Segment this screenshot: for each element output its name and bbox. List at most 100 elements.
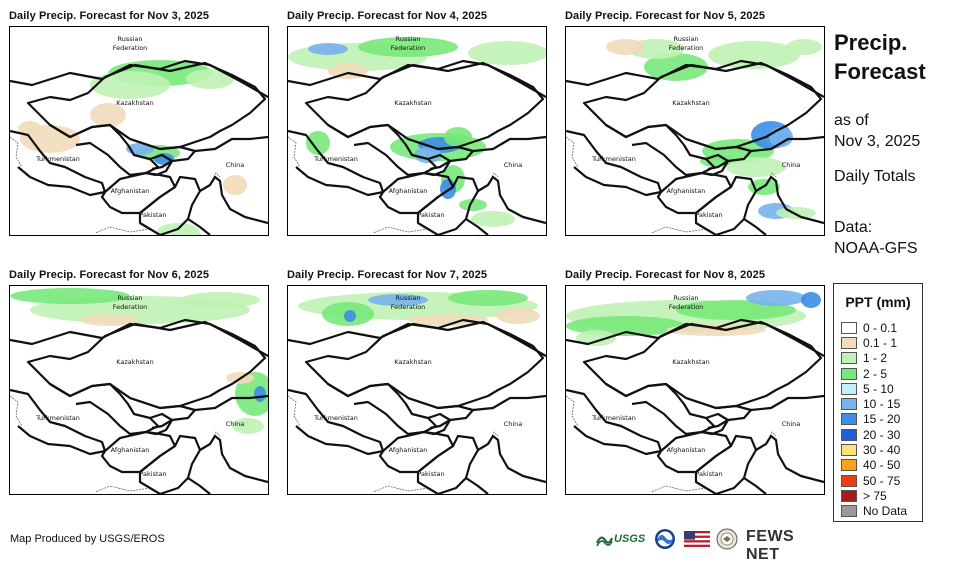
legend-swatch xyxy=(841,321,857,334)
country-border xyxy=(694,175,758,235)
precip-area xyxy=(223,175,247,195)
map-panel: Daily Precip. Forecast for Nov 8, 2025 Ru… xyxy=(565,269,825,495)
country-border xyxy=(187,218,211,235)
legend-label: No Data xyxy=(863,504,908,519)
precip-area xyxy=(368,294,428,306)
country-border xyxy=(10,318,268,357)
country-label-kazakhstan: Kazakhstan xyxy=(116,358,153,366)
legend-row: 0 - 0.1 xyxy=(841,320,907,335)
country-label-india: India xyxy=(199,233,215,235)
precip-area xyxy=(90,103,126,127)
legend-swatch xyxy=(841,367,857,380)
legend-swatch xyxy=(841,505,857,518)
coastline xyxy=(566,136,579,168)
country-border xyxy=(407,137,475,171)
country-label-china: China xyxy=(782,161,801,169)
coastline xyxy=(491,172,499,178)
country-label-china: China xyxy=(226,420,245,428)
precip-area xyxy=(448,290,528,306)
country-label-india: India xyxy=(755,492,771,494)
country-border xyxy=(288,59,546,98)
map-credit: Map Produced by USGS/EROS xyxy=(10,533,165,545)
precip-area xyxy=(408,314,488,326)
legend-row: 1 - 2 xyxy=(841,351,907,366)
legend-swatch xyxy=(841,352,857,365)
coastline xyxy=(94,485,151,493)
legend-row: 40 - 50 xyxy=(841,458,907,473)
country-label-turkmenistan: Turkmenistan xyxy=(35,155,80,163)
country-label-afghanistan: Afghanistan xyxy=(111,187,150,195)
legend-swatch xyxy=(841,398,857,411)
country-label-afghanistan: Afghanistan xyxy=(111,446,150,454)
country-border xyxy=(194,394,268,412)
country-label-pakistan: Pakistan xyxy=(139,470,166,478)
country-label-turkmenistan: Turkmenistan xyxy=(313,155,358,163)
precip-area xyxy=(80,314,140,326)
country-label-kazakhstan: Kazakhstan xyxy=(394,358,431,366)
panel-title: Daily Precip. Forecast for Nov 8, 2025 xyxy=(565,269,766,281)
country-border xyxy=(138,175,202,235)
country-label-india: India xyxy=(477,233,493,235)
precip-area xyxy=(440,179,456,199)
legend-label: 1 - 2 xyxy=(863,351,888,366)
precip-area xyxy=(232,418,264,434)
precip-area xyxy=(344,310,356,322)
country-label-pakistan: Pakistan xyxy=(139,211,166,219)
country-label-turkmenistan: Turkmenistan xyxy=(591,155,636,163)
country-label-pakistan: Pakistan xyxy=(695,470,722,478)
country-border xyxy=(288,318,546,357)
map-panel: Daily Precip. Forecast for Nov 7, 2025 Ru… xyxy=(287,269,547,495)
country-label-turkmenistan: Turkmenistan xyxy=(313,414,358,422)
legend-row: > 75 xyxy=(841,488,907,503)
country-border xyxy=(694,434,758,494)
legend-label: 20 - 30 xyxy=(863,427,901,442)
precip-area xyxy=(414,147,442,163)
country-border xyxy=(472,394,546,412)
legend-label: 40 - 50 xyxy=(863,458,901,473)
precip-map: Russian Federation Kazakhstan Turkmenistan A… xyxy=(287,26,547,236)
legend-row: No Data xyxy=(841,504,907,519)
precip-area xyxy=(306,131,330,155)
country-border xyxy=(199,434,268,484)
legend-swatch xyxy=(841,382,857,395)
country-border xyxy=(416,175,480,235)
panel-title: Daily Precip. Forecast for Nov 7, 2025 xyxy=(287,269,488,281)
coastline xyxy=(288,136,301,168)
forecast-title: Precip. Forecast xyxy=(834,28,926,86)
precip-area xyxy=(471,211,515,227)
legend-row: 30 - 40 xyxy=(841,442,907,457)
country-border xyxy=(465,218,489,235)
legend-label: 15 - 20 xyxy=(863,412,901,427)
country-label-pakistan: Pakistan xyxy=(417,211,444,219)
noaa-logo xyxy=(654,528,676,555)
precip-area xyxy=(644,53,708,81)
coastline xyxy=(491,431,499,437)
precip-map: Russian Federation Kazakhstan Turkmenistan A… xyxy=(287,285,547,495)
legend-row: 20 - 30 xyxy=(841,427,907,442)
panel-title: Daily Precip. Forecast for Nov 4, 2025 xyxy=(287,10,488,22)
map-panel: Daily Precip. Forecast for Nov 6, 2025 Ru… xyxy=(9,269,269,495)
legend-swatch xyxy=(841,336,857,349)
country-label-turkmenistan: Turkmenistan xyxy=(35,414,80,422)
precip-map: Russian Federation Kazakhstan Turkmenistan A… xyxy=(565,26,825,236)
country-border xyxy=(477,434,546,484)
data-label: Data: xyxy=(834,219,873,236)
country-border xyxy=(465,477,489,494)
precip-area xyxy=(776,207,816,219)
state-dept-seal-icon xyxy=(716,528,738,555)
country-border xyxy=(477,175,546,225)
country-border xyxy=(288,388,385,456)
precip-area xyxy=(708,41,800,69)
legend-label: 0 - 0.1 xyxy=(863,320,898,335)
country-border xyxy=(750,135,824,153)
legend-swatch xyxy=(841,489,857,502)
coastline xyxy=(769,172,777,178)
country-border xyxy=(755,175,824,225)
country-label-russia: Russian Federation xyxy=(391,294,426,311)
country-label-kazakhstan: Kazakhstan xyxy=(672,358,709,366)
precip-area xyxy=(576,330,616,346)
coastline xyxy=(213,431,221,437)
country-label-china: China xyxy=(504,161,523,169)
country-label-china: China xyxy=(504,420,523,428)
